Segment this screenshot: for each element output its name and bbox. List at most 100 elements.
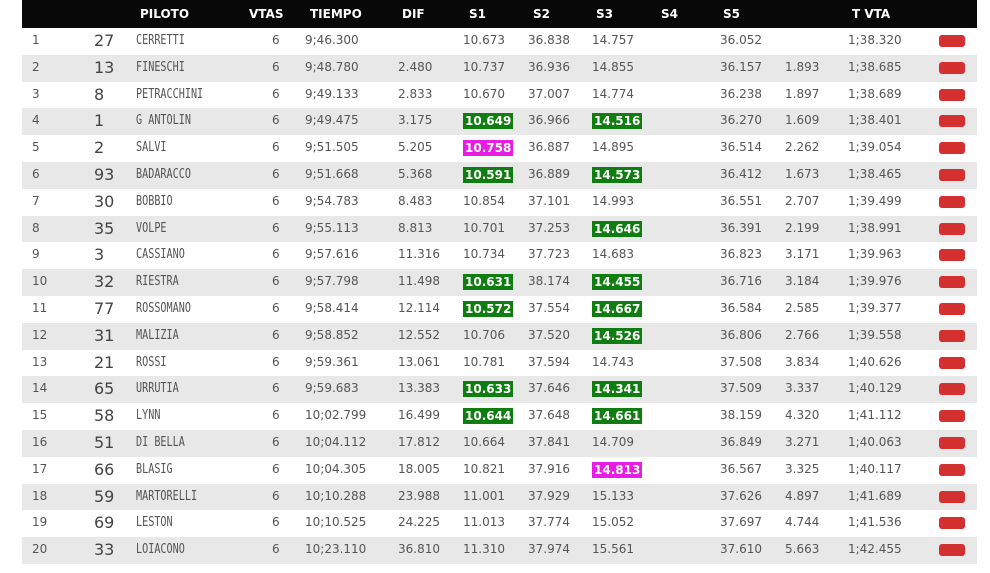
detail-button[interactable] [939, 195, 965, 208]
best-lap-cell: 1;39.976 [848, 274, 902, 289]
laps-cell: 6 [272, 408, 280, 423]
driver-name-cell: RIESTRA [136, 274, 179, 290]
best-sector-highlight: 14.341 [592, 381, 643, 398]
detail-button[interactable] [939, 249, 965, 262]
detail-button[interactable] [939, 302, 965, 315]
laps-cell: 6 [272, 515, 280, 530]
gap-cell: 2.585 [785, 300, 820, 315]
difference-cell: 5.205 [398, 140, 433, 155]
sector-5-cell: 37.697 [720, 515, 762, 530]
sector-2-cell: 37.929 [528, 488, 570, 503]
driver-name-cell: PETRACCHINI [136, 86, 204, 102]
gap-cell: 4.744 [785, 515, 820, 530]
gap-cell: 2.707 [785, 193, 820, 208]
best-sector-highlight: 14.667 [592, 300, 643, 317]
table-row: 2 13 FINESCHI 6 9;48.780 2.480 10.737 36.936 14.… [22, 54, 977, 82]
sector-3-cell: 14.774 [592, 86, 634, 101]
difference-cell: 2.833 [398, 86, 433, 101]
detail-button[interactable] [939, 61, 965, 74]
difference-cell: 8.813 [398, 220, 433, 235]
table-row: 9 3 CASSIANO 6 9;57.616 11.316 10.734 37.723 14.… [22, 242, 977, 270]
laps-cell: 6 [272, 140, 280, 155]
sector-3-cell: 14.646 [592, 220, 643, 237]
difference-cell: 23.988 [398, 488, 440, 503]
sector-2-cell: 37.916 [528, 461, 570, 476]
sector-5-cell: 36.806 [720, 327, 762, 342]
sector-2-cell: 37.007 [528, 86, 570, 101]
laps-cell: 6 [272, 220, 280, 235]
detail-button[interactable] [939, 383, 965, 396]
best-sector-highlight: 14.573 [592, 166, 643, 183]
sector-3-cell: 14.455 [592, 274, 643, 291]
detail-button[interactable] [939, 88, 965, 101]
table-row: 19 69 LESTON 6 10;10.525 24.225 11.013 37.774 15… [22, 510, 977, 538]
header-s3: S3 [596, 7, 613, 21]
gap-cell: 3.834 [785, 354, 820, 369]
detail-button[interactable] [939, 142, 965, 155]
sector-2-cell: 36.936 [528, 59, 570, 74]
detail-button[interactable] [939, 115, 965, 128]
detail-button[interactable] [939, 463, 965, 476]
total-time-cell: 9;58.414 [305, 300, 359, 315]
best-lap-cell: 1;39.054 [848, 140, 902, 155]
sector-3-cell: 15.561 [592, 542, 634, 557]
total-time-cell: 9;51.668 [305, 166, 359, 181]
position-cell: 5 [32, 140, 40, 155]
detail-button[interactable] [939, 356, 965, 369]
best-sector-highlight: 10.649 [463, 113, 514, 130]
detail-button[interactable] [939, 35, 965, 47]
detail-button[interactable] [939, 436, 965, 449]
best-sector-highlight: 14.516 [592, 113, 643, 130]
sector-2-cell: 38.174 [528, 274, 570, 289]
header-s1: S1 [469, 7, 486, 21]
detail-button[interactable] [939, 544, 965, 557]
sector-3-cell: 15.133 [592, 488, 634, 503]
gap-cell: 1.897 [785, 86, 820, 101]
detail-button[interactable] [939, 222, 965, 235]
sector-5-cell: 37.508 [720, 354, 762, 369]
table-row: 8 35 VOLPE 6 9;55.113 8.813 10.701 37.253 14.646… [22, 215, 977, 243]
best-lap-cell: 1;39.963 [848, 247, 902, 262]
difference-cell: 11.498 [398, 274, 440, 289]
laps-cell: 6 [272, 113, 280, 128]
detail-button[interactable] [939, 517, 965, 530]
sector-3-cell: 14.743 [592, 354, 634, 369]
car-number-cell: 1 [94, 111, 105, 131]
total-time-cell: 9;55.113 [305, 220, 359, 235]
position-cell: 2 [32, 59, 40, 74]
driver-name-cell: BLASIG [136, 461, 173, 477]
difference-cell: 8.483 [398, 193, 433, 208]
detail-button[interactable] [939, 276, 965, 289]
car-number-cell: 13 [94, 57, 115, 77]
sector-2-cell: 37.774 [528, 515, 570, 530]
car-number-cell: 30 [94, 191, 115, 211]
detail-button[interactable] [939, 168, 965, 181]
gap-cell: 1.893 [785, 59, 820, 74]
sector-5-cell: 36.567 [720, 461, 762, 476]
difference-cell: 3.175 [398, 113, 433, 128]
total-time-cell: 10;02.799 [305, 408, 367, 423]
difference-cell: 12.114 [398, 300, 440, 315]
sector-2-cell: 36.889 [528, 166, 570, 181]
car-number-cell: 32 [94, 272, 115, 292]
detail-button[interactable] [939, 410, 965, 423]
gap-cell: 4.320 [785, 408, 820, 423]
driver-name-cell: FINESCHI [136, 59, 185, 75]
table-row: 3 8 PETRACCHINI 6 9;49.133 2.833 10.670 37.007 1… [22, 81, 977, 109]
best-sector-highlight: 14.526 [592, 327, 643, 344]
sector-2-cell: 37.723 [528, 247, 570, 262]
gap-cell: 3.271 [785, 434, 820, 449]
total-time-cell: 10;10.525 [305, 515, 367, 530]
header-s4: S4 [661, 7, 678, 21]
table-row: 11 77 ROSSOMANO 6 9;58.414 12.114 10.572 37.554… [22, 295, 977, 323]
detail-button[interactable] [939, 329, 965, 342]
gap-cell: 1.609 [785, 113, 820, 128]
car-number-cell: 66 [94, 459, 115, 479]
driver-name-cell: BOBBIO [136, 193, 173, 209]
sector-3-cell: 14.667 [592, 300, 643, 317]
driver-name-cell: MALIZIA [136, 327, 179, 343]
best-lap-cell: 1;39.377 [848, 300, 902, 315]
laps-cell: 6 [272, 354, 280, 369]
gap-cell: 4.897 [785, 488, 820, 503]
detail-button[interactable] [939, 490, 965, 503]
